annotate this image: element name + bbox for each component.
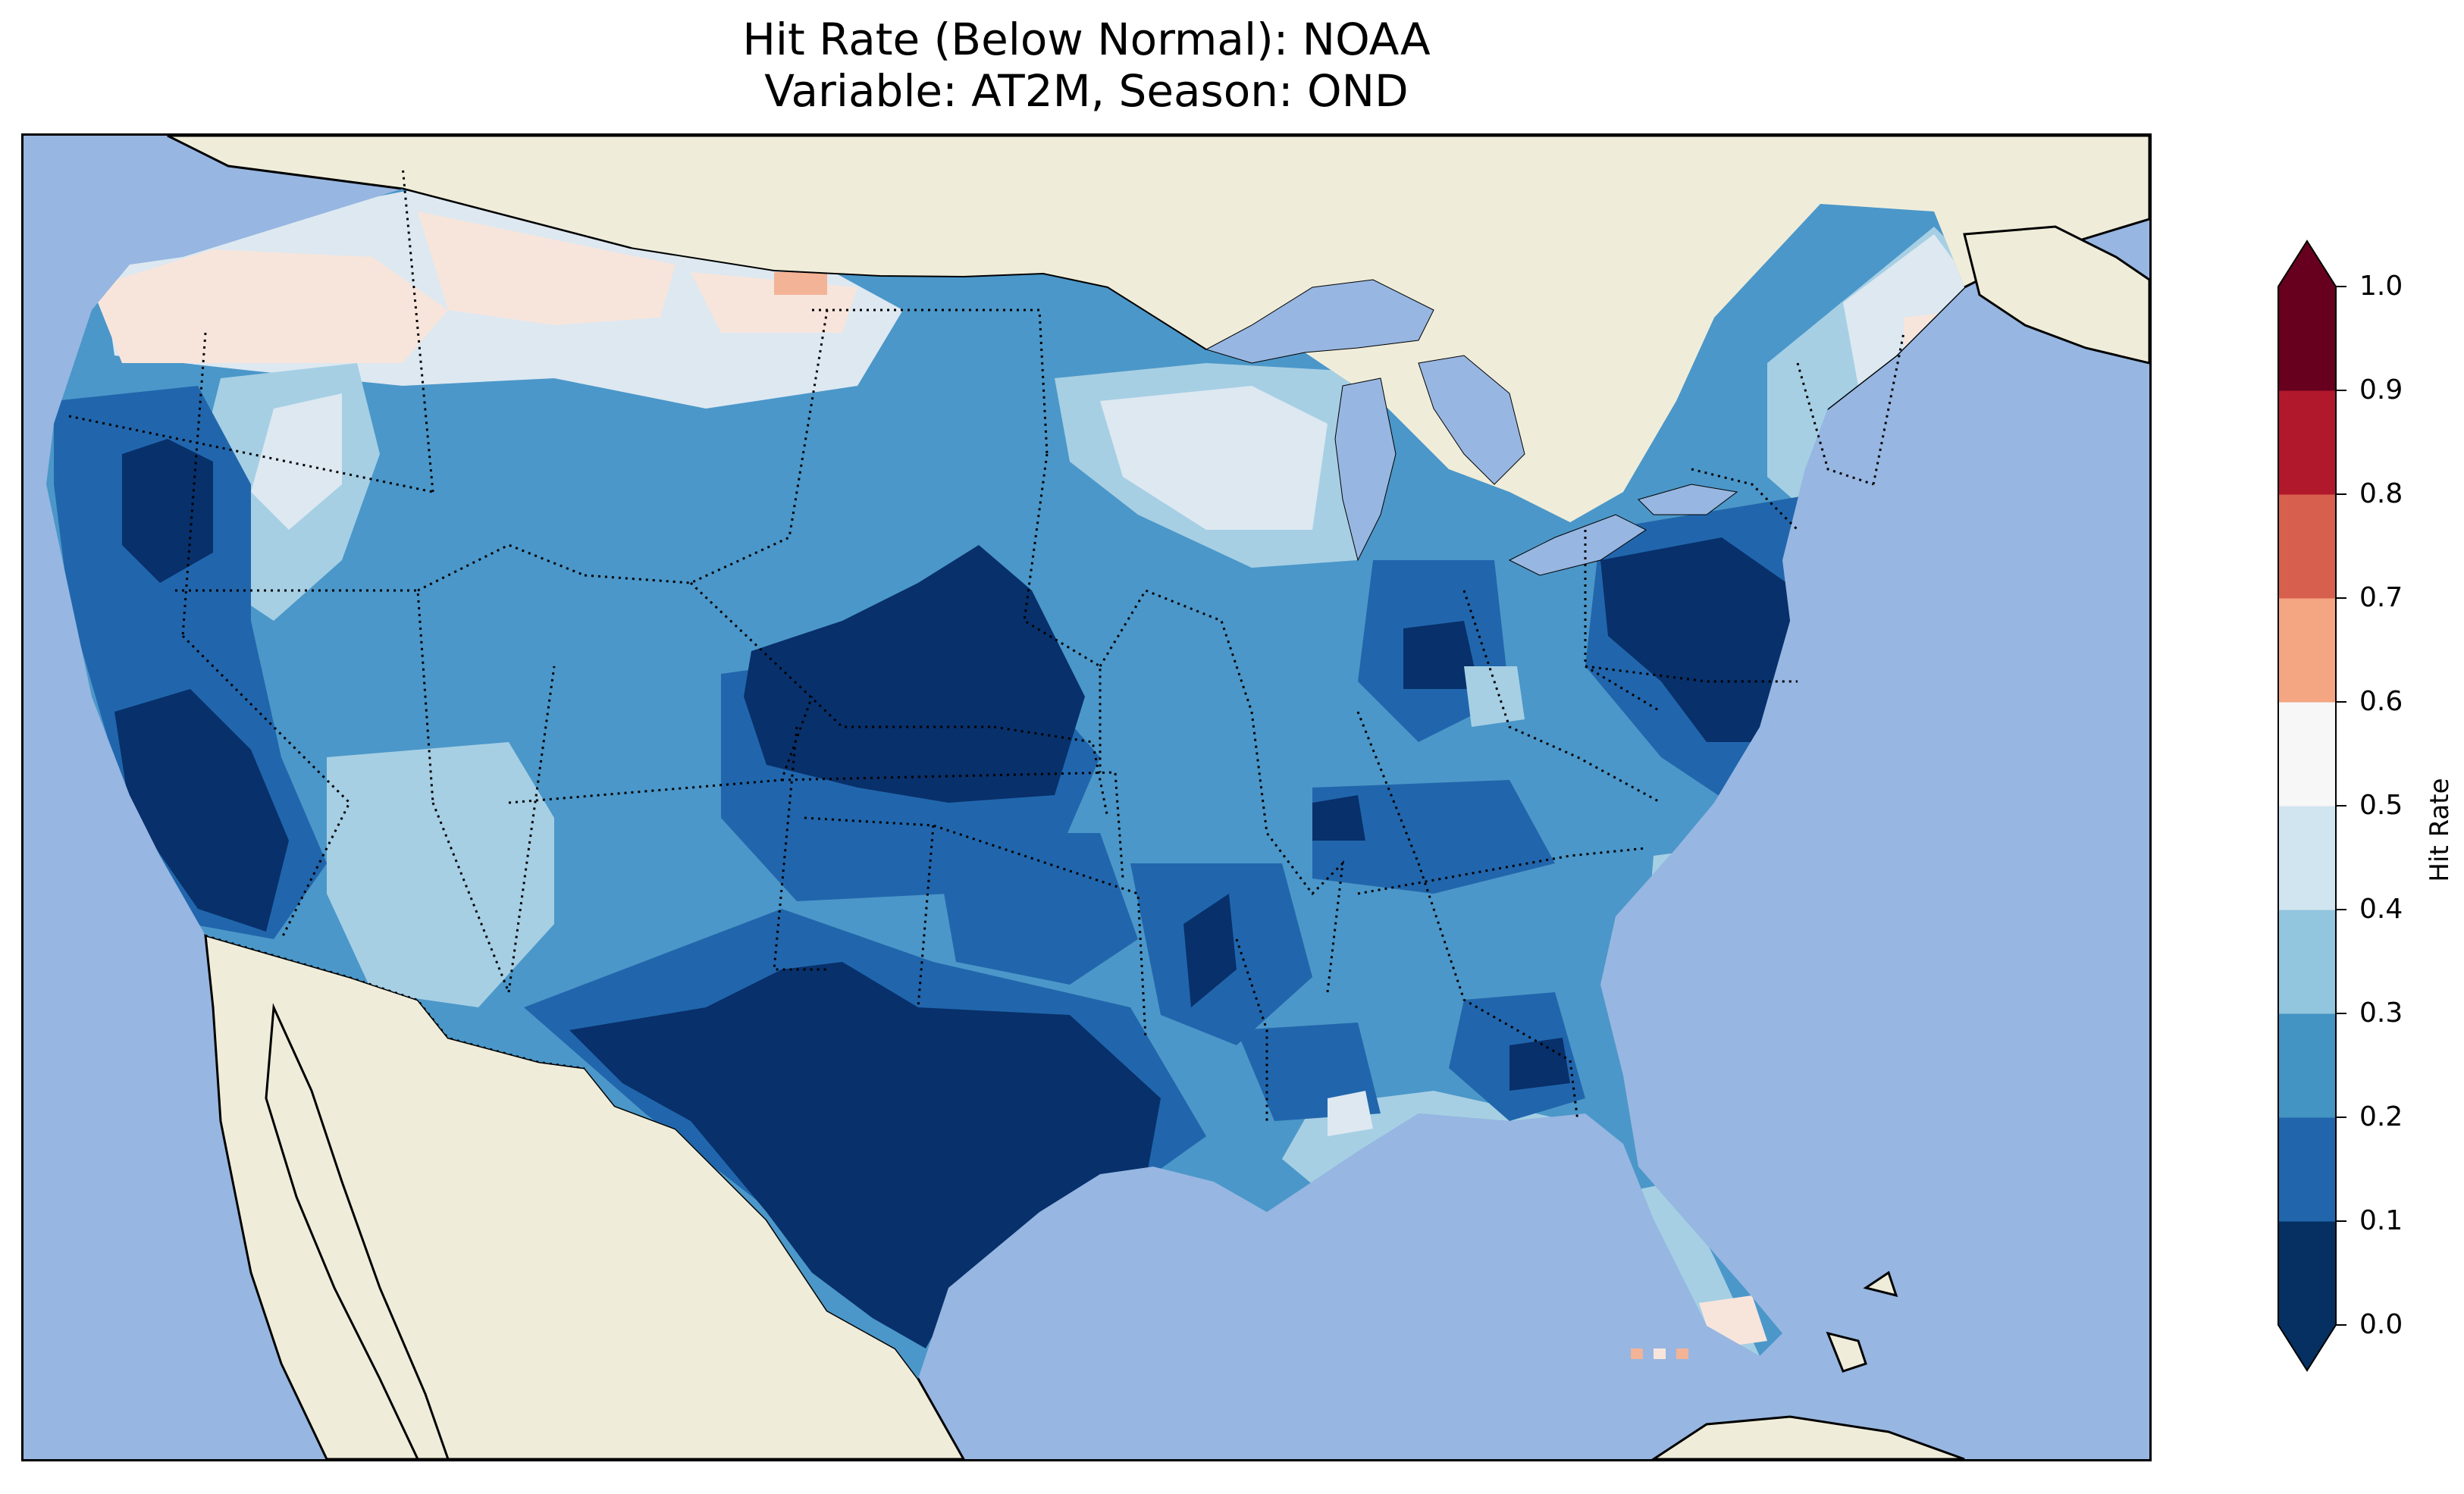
field-ga-dark	[1509, 1038, 1570, 1091]
field-north-pink	[92, 249, 448, 363]
field-wi-white	[1100, 386, 1328, 530]
field-ok-mid	[933, 833, 1138, 985]
colorbar-tick-label: 1.0	[2359, 271, 2403, 302]
colorbar-bin-0.1-0.2	[2278, 1117, 2336, 1222]
colorbar-label: Hit Rate	[2425, 778, 2455, 882]
land-cuba	[1651, 1415, 1965, 1459]
field-ar-dark	[1183, 894, 1237, 1007]
field-tn-dark	[1312, 795, 1365, 841]
colorbar-tick-label: 0.1	[2359, 1205, 2403, 1236]
chart-title: Hit Rate (Below Normal): NOAA Variable: …	[21, 14, 2152, 117]
field-il-light	[1464, 666, 1525, 727]
field-texas-dark	[569, 962, 1161, 1348]
field-indiana-dark	[1403, 621, 1479, 689]
colorbar-bar	[2277, 240, 2346, 1372]
lake-huron	[1418, 355, 1525, 485]
land-canada-maritimes	[1963, 225, 2149, 365]
colorbar-tick-label: 0.9	[2359, 374, 2403, 406]
colorbar-extend-min	[2278, 1325, 2336, 1370]
title-line-1: Hit Rate (Below Normal): NOAA	[742, 14, 1431, 65]
map-panel	[21, 133, 2152, 1461]
field-keys-c	[1676, 1348, 1688, 1359]
field-colorado-dark	[744, 545, 1085, 803]
hit-rate-field	[54, 189, 1964, 1364]
field-keys-b	[1654, 1348, 1666, 1359]
lake-ontario	[1638, 484, 1738, 515]
lake-michigan	[1334, 377, 1397, 562]
colorbar-tick-label: 0.2	[2359, 1101, 2403, 1132]
field-ky-mid	[1312, 780, 1555, 894]
field-montana-pink	[418, 211, 676, 325]
colorbar-tick-label: 0.4	[2359, 894, 2403, 925]
field-nc-white	[1691, 871, 1760, 939]
colorbar	[2277, 240, 2346, 1372]
colorbar-bin-0.7-0.8	[2278, 494, 2336, 599]
us-mexico-border	[205, 935, 585, 1069]
colorbar-tick-label: 0.7	[2359, 582, 2403, 613]
field-nd-orange	[774, 272, 827, 295]
field-ne-white	[1843, 234, 1964, 386]
state-borders	[68, 165, 1905, 1122]
map-canvas	[46, 136, 2149, 1459]
colorbar-tick-label: 0.8	[2359, 478, 2403, 509]
colorbar-bin-0.9-1.0	[2278, 287, 2336, 391]
colorbar-tick-label: 0.6	[2359, 686, 2403, 717]
colorbar-bin-0.2-0.3	[2278, 1013, 2336, 1118]
colorbar-extend-max	[2278, 241, 2336, 287]
field-idaho-white	[251, 393, 342, 530]
field-california-dark	[114, 689, 289, 932]
field-keys-a	[1631, 1348, 1643, 1359]
field-oregon-dark	[122, 439, 213, 583]
lake-erie	[1508, 514, 1647, 576]
colorbar-bin-0.5-0.6	[2278, 702, 2336, 807]
colorbar-bin-0.3-0.4	[2278, 910, 2336, 1014]
colorbar-tick-label: 0.5	[2359, 790, 2403, 821]
field-az-light	[327, 742, 554, 1007]
field-la-light	[1328, 1091, 1373, 1136]
land-baja	[265, 1003, 450, 1459]
colorbar-tick-label: 0.0	[2359, 1309, 2403, 1340]
us-canada-border	[402, 188, 1207, 350]
field-nc-light	[1646, 841, 1798, 977]
land-bahamas	[1826, 1270, 1898, 1373]
colorbar-bin-0.0-0.1	[2278, 1221, 2336, 1326]
title-line-2: Variable: AT2M, Season: OND	[764, 65, 1409, 117]
lake-superior	[1205, 279, 1434, 364]
colorbar-bin-0.6-0.7	[2278, 598, 2336, 703]
colorbar-bin-0.8-0.9	[2278, 390, 2336, 495]
colorbar-bin-0.4-0.5	[2278, 806, 2336, 910]
colorbar-tick-label: 0.3	[2359, 998, 2403, 1029]
